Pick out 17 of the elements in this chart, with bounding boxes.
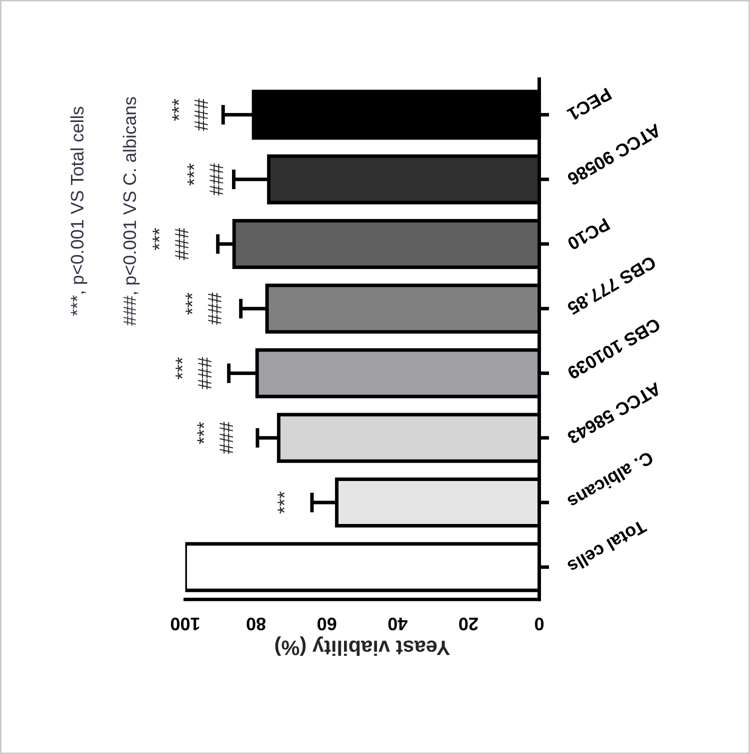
annotation: *** ### — [152, 228, 188, 260]
x-tick-label: 60 — [318, 618, 336, 630]
annotation: *** ### — [187, 163, 224, 196]
x-tick-label: 0 — [534, 618, 544, 630]
annotation: *** ### — [197, 422, 234, 454]
x-axis-title: Yeast viability (%) — [275, 636, 450, 656]
annotation: *** — [278, 491, 285, 514]
text: ***, p<0.001 VS Total cells — [70, 106, 88, 316]
annotation: *** ### — [176, 357, 212, 390]
x-tick-label: 100 — [170, 618, 200, 630]
annotation: *** ### — [186, 292, 222, 325]
annotation: *** ### — [172, 98, 208, 131]
text: ###, p<0.001 VS C. albicans — [122, 97, 140, 326]
x-tick-label: 80 — [246, 618, 266, 630]
y-tick-label: Total cells — [566, 520, 648, 574]
x-tick-label: 40 — [388, 618, 408, 630]
x-tick-label: 20 — [459, 618, 478, 630]
